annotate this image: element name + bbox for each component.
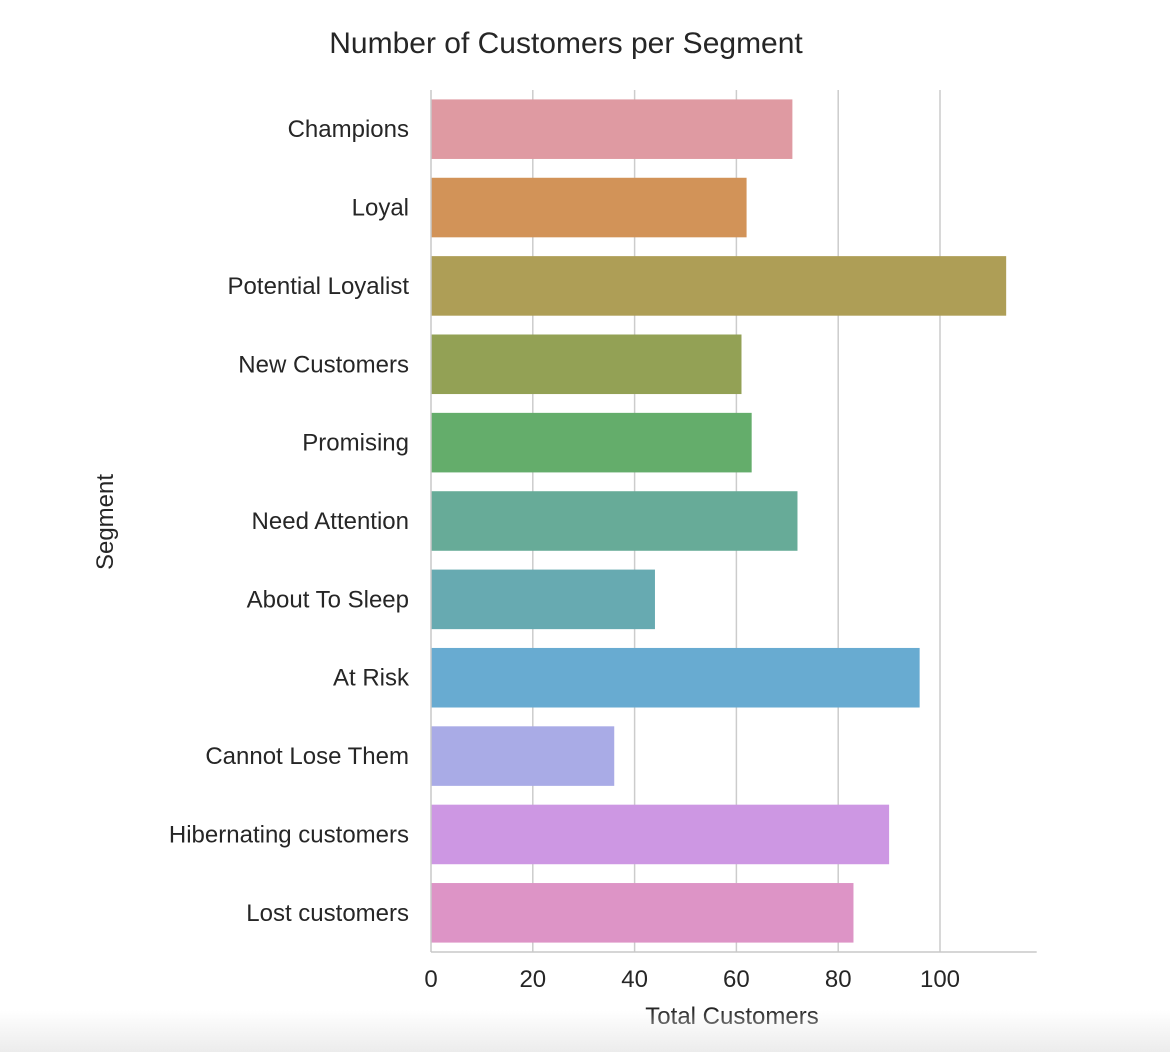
- bar-new-customers: [431, 334, 742, 395]
- y-tick-label: Loyal: [352, 195, 409, 222]
- bar-champions: [431, 99, 793, 159]
- bar-potential-loyalist: [431, 256, 1007, 316]
- x-tick-label: 100: [920, 966, 960, 993]
- chart-title: Number of Customers per Segment: [329, 27, 803, 60]
- y-tick-label: Need Attention: [252, 508, 409, 535]
- y-tick-label: Hibernating customers: [169, 821, 409, 848]
- x-tick-label: 20: [519, 966, 546, 993]
- y-tick-label: Cannot Lose Them: [205, 743, 409, 770]
- x-tick-labels: 0 20 40 60 80 100: [424, 966, 960, 993]
- y-tick-label: New Customers: [238, 351, 409, 378]
- y-tick-label: At Risk: [333, 665, 410, 692]
- y-tick-label: About To Sleep: [247, 586, 409, 613]
- x-tick-label: 40: [621, 966, 648, 993]
- y-tick-label: Promising: [302, 430, 409, 457]
- bottom-fade: [0, 1010, 1170, 1052]
- bar-hibernating-customers: [431, 804, 890, 865]
- bar-promising: [431, 412, 752, 473]
- axes: [430, 90, 1037, 953]
- y-tick-label: Champions: [288, 116, 409, 143]
- bar-cannot-lose-them: [431, 726, 615, 786]
- x-tick-label: 80: [825, 966, 852, 993]
- x-tick-label: 0: [424, 966, 437, 993]
- y-tick-label: Lost customers: [246, 900, 409, 927]
- x-tick-label: 60: [723, 966, 750, 993]
- y-tick-labels: Champions Loyal Potential Loyalist New Cust…: [169, 116, 410, 927]
- bars: [431, 99, 1007, 943]
- bar-need-attention: [431, 491, 798, 551]
- bar-lost-customers: [431, 883, 854, 943]
- bar-loyal: [431, 177, 747, 238]
- bar-about-to-sleep: [431, 569, 655, 630]
- y-tick-label: Potential Loyalist: [228, 273, 410, 300]
- bar-at-risk: [431, 647, 920, 708]
- y-axis-label: Segment: [92, 474, 119, 570]
